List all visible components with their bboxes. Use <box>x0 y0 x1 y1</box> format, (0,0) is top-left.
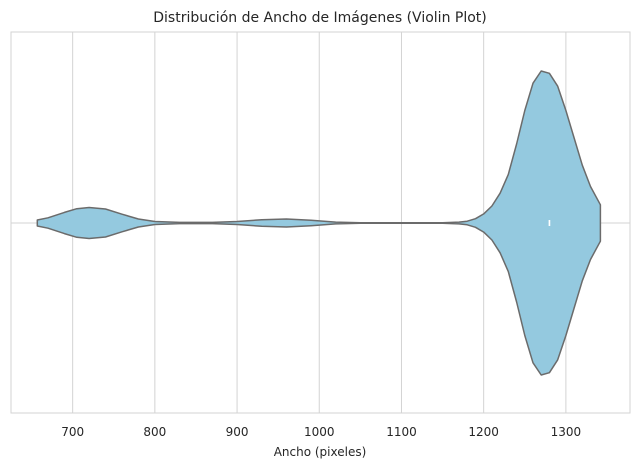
median-marker <box>548 220 551 226</box>
violin-body <box>36 70 602 376</box>
x-tick-label: 1200 <box>468 425 499 439</box>
x-tick-label: 800 <box>143 425 166 439</box>
plot-frame <box>10 31 631 414</box>
x-tick-label: 1300 <box>551 425 582 439</box>
violin-layer <box>36 70 602 376</box>
x-tick-labels: 700 800 900 1000 1100 1200 1300 <box>61 425 581 439</box>
x-tick-label: 1100 <box>386 425 417 439</box>
x-axis-label: Ancho (pixeles) <box>274 445 367 459</box>
x-tick-label: 900 <box>226 425 249 439</box>
x-tick-label: 1000 <box>304 425 335 439</box>
x-tick-label: 700 <box>61 425 84 439</box>
chart-title: Distribución de Ancho de Imágenes (Violi… <box>153 10 486 26</box>
